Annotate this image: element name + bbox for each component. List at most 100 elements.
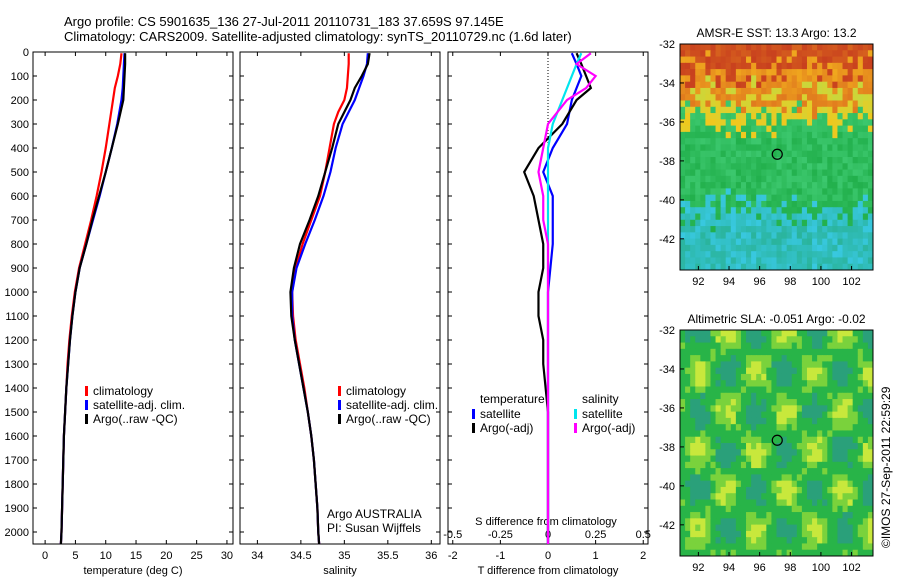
sst-cell xyxy=(700,163,706,171)
sst-cell xyxy=(695,251,701,258)
sst-cell xyxy=(690,50,696,58)
sla-cell xyxy=(791,367,798,375)
sla-cell xyxy=(776,449,783,457)
sla-cell xyxy=(715,449,722,457)
sst-title: AMSR-E SST: 13.3 Argo: 13.2 xyxy=(696,26,856,40)
sla-cell xyxy=(801,348,808,356)
sla-cell xyxy=(735,405,742,413)
sla-cell xyxy=(685,417,691,425)
sla-cell xyxy=(867,549,874,557)
sla-cell xyxy=(806,449,813,457)
sla-cell xyxy=(862,392,869,400)
sst-cell xyxy=(791,238,798,246)
sst-cell xyxy=(746,169,752,177)
sst-cell xyxy=(690,213,696,221)
sla-cell xyxy=(842,367,849,375)
sst-cell xyxy=(756,238,762,246)
sst-cell xyxy=(842,257,849,265)
sst-cell xyxy=(690,163,696,171)
sst-cell xyxy=(786,257,793,265)
salinity-xtick-label: 34 xyxy=(251,550,263,562)
sla-cell xyxy=(786,449,793,457)
sla-cell xyxy=(705,430,711,438)
sst-cell xyxy=(705,219,711,227)
sst-cell xyxy=(710,175,717,183)
sla-cell xyxy=(720,524,727,532)
sst-cell xyxy=(776,169,783,177)
sst-cell xyxy=(720,213,727,221)
sst-cell xyxy=(690,56,696,64)
sst-cell xyxy=(710,125,717,133)
sla-cell xyxy=(715,505,722,513)
sla-cell xyxy=(822,380,828,387)
sst-cell xyxy=(827,100,833,108)
sla-cell xyxy=(827,373,833,381)
sla-cell xyxy=(806,455,813,463)
sst-cell xyxy=(746,238,752,246)
sst-cell xyxy=(725,87,732,95)
sla-cell xyxy=(700,430,706,438)
sla-cell xyxy=(867,361,874,369)
sst-cell xyxy=(862,244,869,252)
sla-cell xyxy=(786,530,793,538)
sla-cell xyxy=(735,330,742,337)
sla-cell xyxy=(832,430,838,438)
sst-cell xyxy=(827,87,833,95)
sla-cell xyxy=(822,399,828,406)
sla-cell xyxy=(806,367,813,375)
sst-cell xyxy=(766,238,772,246)
sst-cell xyxy=(862,157,869,164)
sla-cell xyxy=(791,348,798,356)
sla-cell xyxy=(817,348,823,356)
sla-cell xyxy=(837,424,844,431)
sla-cell xyxy=(700,336,706,344)
sst-cell xyxy=(812,69,818,76)
sla-cell xyxy=(730,543,737,551)
sst-cell xyxy=(766,213,772,221)
sst-cell xyxy=(812,163,818,171)
sla-cell xyxy=(786,386,793,394)
sla-cell xyxy=(720,474,727,482)
sst-cell xyxy=(822,251,828,258)
sst-cell xyxy=(746,62,752,70)
sla-cell xyxy=(710,411,717,419)
sla-cell xyxy=(720,399,727,406)
sla-cell xyxy=(806,549,813,557)
sla-cell xyxy=(862,424,869,431)
sla-cell xyxy=(862,518,869,526)
sla-cell xyxy=(776,493,783,500)
sla-cell xyxy=(867,493,874,500)
sla-cell xyxy=(756,367,762,375)
sst-cell xyxy=(720,62,727,70)
sst-cell xyxy=(715,213,722,221)
sla-cell xyxy=(746,518,752,526)
sla-cell xyxy=(857,537,864,544)
sst-cell xyxy=(766,263,772,271)
sla-cell xyxy=(700,543,706,551)
sst-cell xyxy=(806,182,813,189)
sst-cell xyxy=(857,69,864,76)
sst-cell xyxy=(715,94,722,101)
sla-cell xyxy=(751,424,757,431)
sla-cell xyxy=(771,505,777,513)
sst-cell xyxy=(751,188,757,196)
sst-cell xyxy=(796,125,803,133)
sla-cell xyxy=(761,436,767,444)
sst-cell xyxy=(867,194,874,202)
sst-cell xyxy=(700,244,706,252)
sst-cell xyxy=(700,232,706,240)
depth-tick-label: 1700 xyxy=(5,455,29,467)
sst-cell xyxy=(715,131,722,139)
sst-cell xyxy=(735,138,742,145)
sla-cell xyxy=(756,411,762,419)
sst-cell xyxy=(700,188,706,196)
sst-cell xyxy=(776,106,783,114)
sla-cell xyxy=(806,486,813,494)
sla-cell xyxy=(766,524,772,532)
sst-cell xyxy=(720,131,727,139)
sst-cell xyxy=(756,131,762,139)
sst-cell xyxy=(735,81,742,89)
sst-cell xyxy=(822,157,828,164)
sla-cell xyxy=(725,530,732,538)
sst-cell xyxy=(776,257,783,265)
